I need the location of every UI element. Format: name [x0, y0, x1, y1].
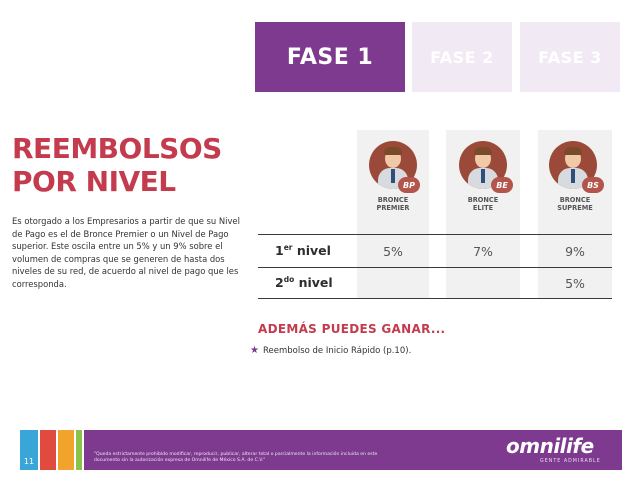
- logo-tagline: GENTE ADMIRABLE: [540, 459, 601, 464]
- badge-bs: BS: [582, 177, 604, 193]
- avatar-icon: [549, 141, 597, 189]
- cell-supreme-1: 9%: [565, 244, 585, 259]
- tab-fase-3: FASE 3: [520, 22, 620, 92]
- table-divider: [258, 234, 612, 235]
- tab-fase-1: FASE 1: [255, 22, 405, 92]
- extra-title: ADEMÁS PUEDES GANAR...: [258, 322, 446, 336]
- description: Es otorgado a los Empresarios a partir d…: [12, 216, 240, 289]
- column-label-premier: BRONCE PREMIER: [353, 196, 433, 212]
- table-divider: [258, 298, 612, 299]
- column-label-line: PREMIER: [376, 204, 410, 212]
- table-divider: [258, 267, 612, 268]
- page-title: REEMBOLSOS POR NIVEL: [12, 132, 252, 198]
- cell-supreme-2: 5%: [565, 276, 585, 291]
- column-label-line: SUPREME: [557, 204, 593, 212]
- title-line-1: REEMBOLSOS: [12, 132, 222, 165]
- extra-item-text: Reembolso de Inicio Rápido (p.10).: [262, 345, 412, 356]
- badge-be: BE: [491, 177, 513, 193]
- title-line-2: POR NIVEL: [12, 165, 176, 198]
- cell-elite-1: 7%: [473, 244, 493, 259]
- row-sup: er: [283, 243, 293, 252]
- row-label-2: 2do nivel: [275, 275, 333, 290]
- extra-item: ★ Reembolso de Inicio Rápido (p.10).: [250, 345, 411, 356]
- footer-square: [58, 430, 74, 470]
- column-label-supreme: BRONCE SUPREME: [535, 196, 615, 212]
- row-num: 1: [275, 243, 284, 259]
- row-text: nivel: [294, 275, 333, 291]
- column-label-elite: BRONCE ELITE: [443, 196, 523, 212]
- tab-fase-2: FASE 2: [412, 22, 512, 92]
- row-num: 2: [275, 275, 284, 291]
- row-label-1: 1er nivel: [275, 243, 331, 258]
- omnilife-logo: omnilife: [506, 434, 594, 458]
- column-label-line: BRONCE: [467, 196, 499, 204]
- row-text: nivel: [292, 243, 331, 259]
- column-label-line: BRONCE: [559, 196, 591, 204]
- row-sup: do: [283, 275, 295, 284]
- column-label-line: BRONCE: [377, 196, 409, 204]
- column-label-line: ELITE: [472, 204, 494, 212]
- cell-premier-1: 5%: [383, 244, 403, 259]
- page-number: 11: [20, 430, 38, 470]
- footer-square: [40, 430, 56, 470]
- footer-bar: [84, 430, 622, 470]
- badge-bp: BP: [398, 177, 420, 193]
- disclaimer: "Queda estrictamente prohibido modificar…: [94, 452, 378, 464]
- star-icon: ★: [250, 345, 259, 356]
- footer-square: [76, 430, 82, 470]
